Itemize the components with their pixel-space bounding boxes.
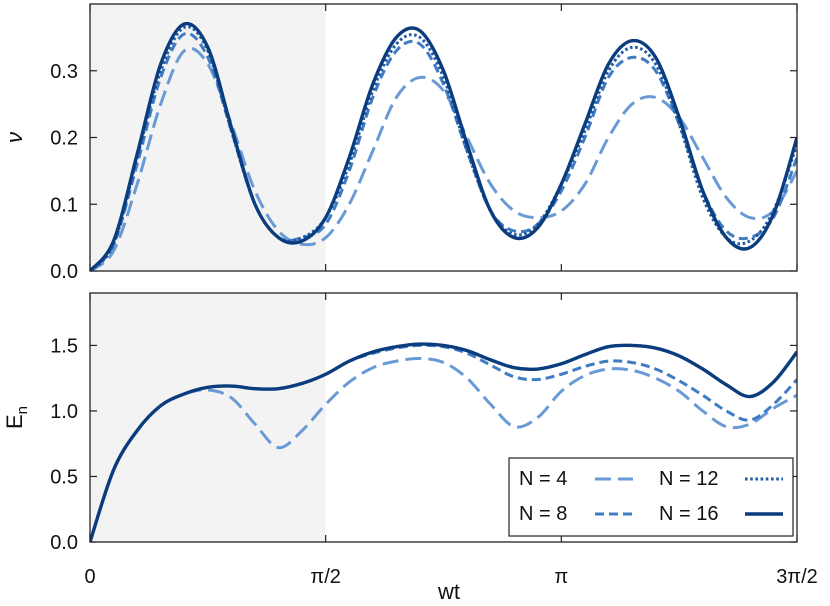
x-tick-label: 3π/2 — [776, 566, 818, 588]
x-tick-label: π/2 — [310, 566, 340, 588]
legend-label: N = 8 — [519, 503, 567, 525]
series-line-n4 — [90, 357, 797, 542]
series-line-n16 — [90, 342, 797, 542]
series-lines — [90, 21, 797, 271]
x-tick-label: 0 — [84, 566, 95, 588]
bottom-panel: 0.0 0.5 1.0 1.5 0 π/2 π 3π/2 wt En N = 4 N = 8 N = 1… — [2, 292, 818, 604]
y-axis-label: En — [2, 406, 31, 429]
y-axis-label-main: E — [2, 414, 27, 429]
y-tick-label: 1.0 — [50, 401, 78, 423]
y-tick-label: 0.5 — [50, 466, 78, 488]
series-line-n8 — [90, 31, 797, 271]
series-line-n16 — [90, 21, 797, 271]
x-axis-label: wt — [437, 579, 460, 604]
y-tick-label: 0.2 — [50, 128, 78, 150]
y-tick-label: 0.0 — [50, 261, 78, 283]
x-tick-label: π — [554, 566, 568, 588]
top-panel: 0.0 0.1 0.2 0.3 ν — [2, 3, 798, 283]
y-axis-label: ν — [2, 132, 27, 143]
y-tick-label: 0.0 — [50, 532, 78, 554]
shaded-region — [90, 293, 326, 542]
series-lines — [90, 342, 797, 542]
y-tick-label: 0.1 — [50, 194, 78, 216]
y-tick-label: 1.5 — [50, 335, 78, 357]
y-tick-label: 0.3 — [50, 61, 78, 83]
plot-frame — [89, 292, 798, 543]
legend-label: N = 16 — [659, 503, 718, 525]
y-axis-label-sub: n — [14, 406, 31, 414]
legend-label: N = 12 — [659, 468, 718, 490]
legend: N = 4 N = 8 N = 12 N = 16 — [508, 457, 794, 537]
legend-label: N = 4 — [519, 468, 567, 490]
legend-box — [508, 457, 794, 537]
